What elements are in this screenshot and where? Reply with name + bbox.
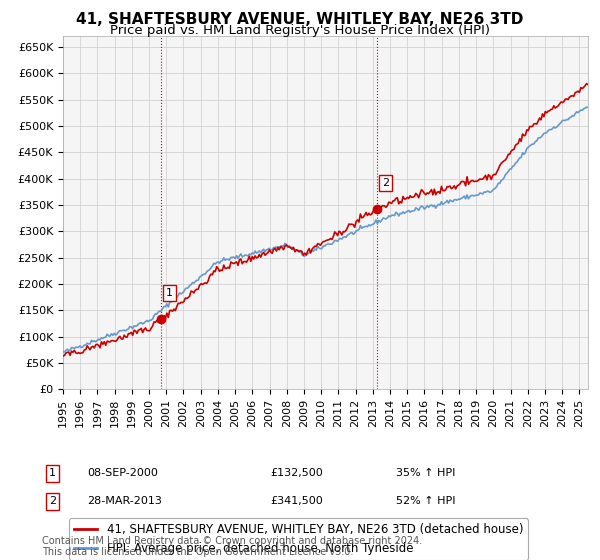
Text: Price paid vs. HM Land Registry's House Price Index (HPI): Price paid vs. HM Land Registry's House … <box>110 24 490 37</box>
Text: 28-MAR-2013: 28-MAR-2013 <box>87 496 162 506</box>
Text: Contains HM Land Registry data © Crown copyright and database right 2024.
This d: Contains HM Land Registry data © Crown c… <box>42 535 422 557</box>
Text: 08-SEP-2000: 08-SEP-2000 <box>87 468 158 478</box>
Text: 41, SHAFTESBURY AVENUE, WHITLEY BAY, NE26 3TD: 41, SHAFTESBURY AVENUE, WHITLEY BAY, NE2… <box>76 12 524 27</box>
Text: 52% ↑ HPI: 52% ↑ HPI <box>396 496 455 506</box>
Text: 1: 1 <box>49 468 56 478</box>
Text: 2: 2 <box>382 178 389 188</box>
Text: 35% ↑ HPI: 35% ↑ HPI <box>396 468 455 478</box>
Text: 1: 1 <box>166 288 173 298</box>
Text: 2: 2 <box>49 496 56 506</box>
Text: £132,500: £132,500 <box>270 468 323 478</box>
Legend: 41, SHAFTESBURY AVENUE, WHITLEY BAY, NE26 3TD (detached house), HPI: Average pri: 41, SHAFTESBURY AVENUE, WHITLEY BAY, NE2… <box>69 519 528 559</box>
Text: £341,500: £341,500 <box>270 496 323 506</box>
